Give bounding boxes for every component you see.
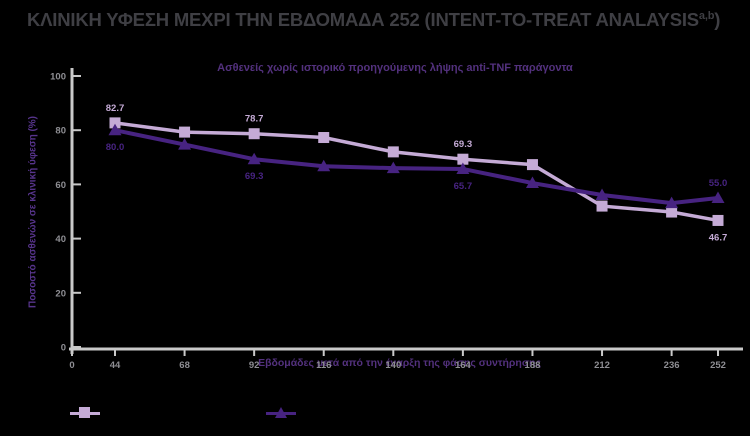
data-point-label: 65.7 [454,181,473,192]
square-marker-icon [318,132,330,144]
triangle-marker-icon [595,188,609,200]
x-tick-label: 92 [249,360,260,371]
triangle-marker-icon [525,176,539,189]
legend-item-dark-series [266,404,302,422]
square-marker-icon [457,153,469,165]
triangle-marker-icon [711,191,725,203]
x-tick-label: 188 [525,360,541,371]
triangle-marker-icon [247,152,261,165]
data-point-label: 82.7 [106,103,125,114]
y-tick-label: 0 [61,343,66,354]
series-line-dark [114,128,719,206]
triangle-marker-icon [317,159,331,172]
x-tick-label: 236 [664,360,680,371]
y-tick-label: 40 [55,234,66,245]
triangle-marker-icon [108,123,122,136]
x-tick-label: 44 [110,360,121,371]
data-point-label: 69.3 [245,171,264,182]
x-tick-label: 164 [455,360,472,371]
square-marker-icon [179,126,191,138]
page-title-superscript: a,b [698,9,715,22]
square-marker-icon [596,200,608,212]
x-tick-label: 212 [594,360,610,371]
x-tick-label: 116 [316,360,331,371]
y-tick-label: 20 [55,288,66,299]
triangle-marker-icon [665,196,679,209]
light-series-square-marker-icon [70,406,100,420]
series-line-light [114,121,719,223]
legend-item-light-series [70,404,106,422]
x-tick-label: 140 [385,360,401,371]
square-marker-icon [387,146,399,158]
triangle-marker-icon [178,138,192,150]
data-point-label: 55.0 [709,178,728,189]
data-point-label: 46.7 [709,232,728,243]
data-point-label: 69.3 [454,139,473,150]
y-tick-label: 60 [55,180,66,191]
x-tick-label: 0 [69,360,74,371]
square-marker-icon [712,214,724,226]
y-tick-label: 80 [55,126,66,137]
x-tick-label: 252 [710,360,726,371]
square-marker-icon [248,128,260,140]
triangle-marker-icon [386,161,400,174]
dark-series-triangle-marker-icon [266,406,296,420]
page-title-close-paren: ) [714,9,721,30]
page-title-text: ΚΛΙΝΙΚΗ ΥΦΕΣΗ ΜΕΧΡΙ ΤΗΝ ΕΒΔΟΜΑΔΑ 252 (IN… [27,9,699,30]
square-marker-icon [526,159,538,171]
page-title: ΚΛΙΝΙΚΗ ΥΦΕΣΗ ΜΕΧΡΙ ΤΗΝ ΕΒΔΟΜΑΔΑ 252 (IN… [27,9,743,31]
chart-subtitle: Ασθενείς χωρίς ιστορικό προηγούμενης λήψ… [217,62,573,74]
square-marker-icon [109,117,121,129]
data-point-label: 80.0 [106,142,125,153]
triangle-marker-icon [456,162,470,174]
x-tick-label: 68 [179,360,190,371]
data-point-label: 78.7 [245,114,264,125]
x-axis-title: Εβδομάδες μετά από την έναρξη της φάσης … [258,357,541,369]
y-tick-label: 100 [50,72,66,83]
square-marker-icon [666,206,678,218]
